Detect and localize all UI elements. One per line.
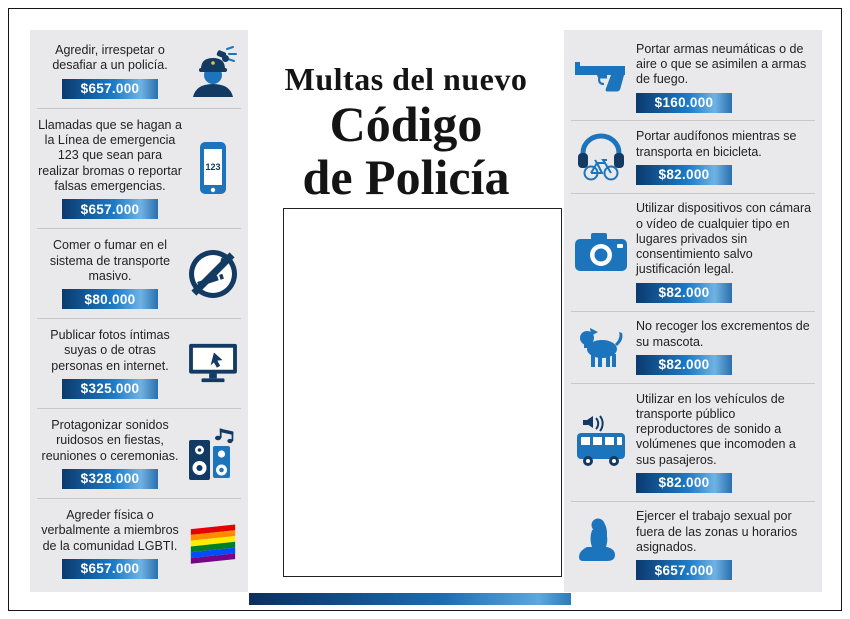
fine-text-block: Portar armas neumáticas o de aire o que … bbox=[634, 42, 814, 113]
kneeling-figure-graphic bbox=[579, 518, 615, 561]
right-fines-panel: Portar armas neumáticas o de aire o que … bbox=[564, 30, 822, 592]
fine-amount-badge: $160.000 bbox=[636, 92, 732, 113]
fine-amount-badge: $82.000 bbox=[636, 354, 732, 375]
fine-description: Agredir, irrespetar o desafiar a un poli… bbox=[52, 43, 168, 73]
fine-item-pet-excrement: No recoger los excrementos de su mascota… bbox=[570, 312, 816, 383]
police-officer-icon bbox=[186, 45, 240, 97]
headphones-bike-graphic bbox=[578, 133, 624, 181]
fine-description: Utilizar dispositivos con cámara o vídeo… bbox=[636, 201, 812, 277]
item-divider bbox=[37, 498, 241, 500]
fine-amount-badge: $657.000 bbox=[62, 78, 158, 99]
fine-description: Agreder física o verbalmente a miembros … bbox=[41, 508, 179, 553]
item-divider bbox=[571, 500, 815, 502]
fine-description: Utilizar en los vehículos de transporte … bbox=[636, 391, 796, 467]
bus-graphic bbox=[577, 415, 625, 467]
fine-item-prank-emergency-calls: Llamadas que se hagan a la Línea de emer… bbox=[36, 109, 242, 228]
fine-text-block: Publicar fotos íntimas suyas o de otras … bbox=[38, 328, 182, 399]
page-title: Multas del nuevo Código de Policía bbox=[250, 61, 562, 203]
police-officer-graphic bbox=[193, 45, 237, 97]
headphones-bicycle-icon bbox=[572, 130, 630, 184]
fine-text-block: Agredir, irrespetar o desafiar a un poli… bbox=[38, 43, 182, 99]
bus-speaker-icon bbox=[572, 415, 630, 469]
svg-text:123: 123 bbox=[205, 162, 220, 172]
camera-graphic bbox=[575, 233, 627, 272]
rainbow-flag-graphic bbox=[190, 524, 236, 565]
item-divider bbox=[37, 318, 241, 320]
fine-text-block: Portar audífonos mientras se transporta … bbox=[634, 129, 814, 185]
fine-text-block: Comer o fumar en el sistema de transport… bbox=[38, 238, 182, 309]
fine-item-intimate-photos: Publicar fotos íntimas suyas o de otras … bbox=[36, 319, 242, 408]
center-image-placeholder bbox=[283, 208, 562, 577]
fine-text-block: Agreder física o verbalmente a miembros … bbox=[38, 508, 182, 579]
fine-text-block: Ejercer el trabajo sexual por fuera de l… bbox=[634, 509, 814, 581]
fine-item-lgbti-aggression: Agreder física o verbalmente a miembros … bbox=[36, 499, 242, 588]
lgbti-flag-icon bbox=[186, 521, 240, 565]
title-line-1: Multas del nuevo bbox=[284, 61, 528, 98]
item-divider bbox=[571, 192, 815, 194]
fine-item-police-aggression: Agredir, irrespetar o desafiar a un poli… bbox=[36, 34, 242, 108]
fine-amount-badge: $657.000 bbox=[62, 558, 158, 579]
item-divider bbox=[571, 120, 815, 122]
monitor-graphic bbox=[189, 343, 237, 382]
emergency-phone-123-icon: 123 bbox=[186, 141, 240, 195]
computer-monitor-icon bbox=[186, 342, 240, 386]
phone-graphic: 123 bbox=[200, 142, 226, 195]
air-gun-icon bbox=[572, 58, 630, 96]
item-divider bbox=[37, 107, 241, 109]
item-divider bbox=[571, 310, 815, 312]
fine-amount-badge: $328.000 bbox=[62, 468, 158, 489]
fine-item-loud-music-bus: Utilizar en los vehículos de transporte … bbox=[570, 384, 816, 501]
dog-graphic bbox=[580, 328, 623, 368]
dog-icon bbox=[572, 322, 630, 372]
fine-text-block: Protagonizar sonidos ruidosos en fiestas… bbox=[38, 418, 182, 489]
fine-description: Portar audífonos mientras se transporta … bbox=[636, 129, 797, 159]
fine-amount-badge: $657.000 bbox=[62, 199, 158, 220]
fine-text-block: Utilizar en los vehículos de transporte … bbox=[634, 392, 814, 493]
fine-description: No recoger los excrementos de su mascota… bbox=[636, 319, 810, 349]
sex-work-icon bbox=[572, 517, 630, 573]
fine-text-block: Utilizar dispositivos con cámara o vídeo… bbox=[634, 201, 814, 303]
fine-amount-badge: $80.000 bbox=[62, 289, 158, 309]
fine-description: Portar armas neumáticas o de aire o que … bbox=[636, 41, 807, 87]
left-fines-panel: Agredir, irrespetar o desafiar a un poli… bbox=[30, 30, 248, 592]
prohibition-graphic bbox=[189, 249, 237, 298]
fine-description: Comer o fumar en el sistema de transport… bbox=[49, 238, 171, 283]
fine-description: Ejercer el trabajo sexual por fuera de l… bbox=[636, 509, 798, 554]
fine-text-block: No recoger los excrementos de su mascota… bbox=[634, 319, 814, 375]
fine-amount-badge: $325.000 bbox=[62, 378, 158, 399]
fine-item-sex-work-zones: Ejercer el trabajo sexual por fuera de l… bbox=[570, 502, 816, 588]
speaker-graphic bbox=[189, 428, 234, 480]
title-line-3: de Policía bbox=[302, 148, 510, 205]
fine-amount-badge: $82.000 bbox=[636, 472, 732, 493]
camera-icon bbox=[572, 229, 630, 275]
fine-item-loud-noise: Protagonizar sonidos ruidosos en fiestas… bbox=[36, 409, 242, 498]
item-divider bbox=[37, 228, 241, 230]
fine-item-hidden-camera: Utilizar dispositivos con cámara o vídeo… bbox=[570, 194, 816, 311]
fine-item-eat-smoke-transit: Comer o fumar en el sistema de transport… bbox=[36, 229, 242, 318]
fine-item-air-guns: Portar armas neumáticas o de aire o que … bbox=[570, 34, 816, 120]
fine-amount-badge: $657.000 bbox=[636, 560, 732, 581]
fine-description: Protagonizar sonidos ruidosos en fiestas… bbox=[41, 418, 179, 463]
fine-amount-badge: $82.000 bbox=[636, 164, 732, 185]
gun-graphic bbox=[575, 62, 625, 92]
item-divider bbox=[37, 408, 241, 410]
fine-description: Publicar fotos íntimas suyas o de otras … bbox=[50, 328, 170, 373]
fine-item-headphones-cycling: Portar audífonos mientras se transporta … bbox=[570, 121, 816, 192]
no-eating-smoking-icon bbox=[186, 248, 240, 300]
fine-text-block: Llamadas que se hagan a la Línea de emer… bbox=[38, 117, 182, 220]
title-line-2: Código bbox=[329, 96, 483, 153]
bottom-accent-bar bbox=[249, 593, 571, 605]
item-divider bbox=[571, 382, 815, 384]
fine-description: Llamadas que se hagan a la Línea de emer… bbox=[38, 117, 182, 193]
loud-speaker-icon bbox=[186, 426, 240, 482]
fine-amount-badge: $82.000 bbox=[636, 282, 732, 303]
